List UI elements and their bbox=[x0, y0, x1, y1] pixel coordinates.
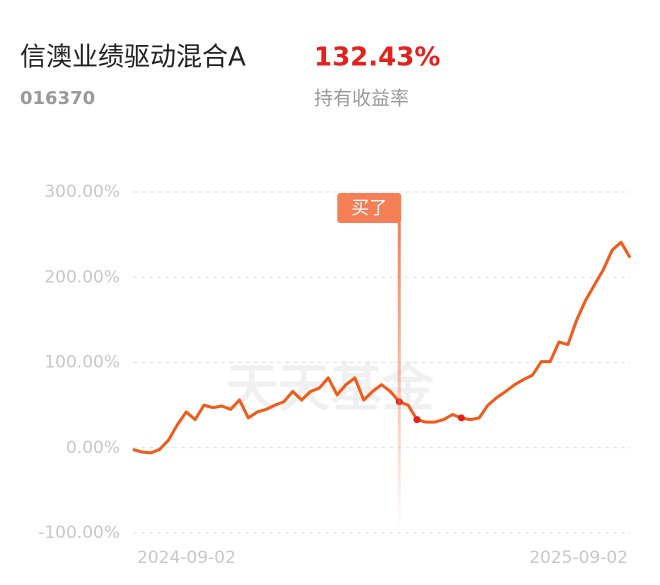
buy-label: 买了 bbox=[351, 198, 387, 219]
y-tick-label: 100.00% bbox=[44, 353, 120, 373]
buy-badge bbox=[337, 193, 402, 223]
trade-marker bbox=[413, 416, 421, 424]
y-tick-label: -100.00% bbox=[38, 523, 120, 543]
watermark: 天天基金 bbox=[226, 359, 435, 419]
x-tick-label: 2025-09-02 bbox=[529, 548, 628, 568]
return-label: 持有收益率 bbox=[314, 88, 409, 110]
trade-marker bbox=[457, 414, 465, 422]
y-tick-label: 0.00% bbox=[66, 438, 120, 458]
return-value: 132.43% bbox=[314, 43, 440, 73]
series-line bbox=[132, 240, 632, 455]
buy-line bbox=[397, 222, 401, 533]
fund-name: 信澳业绩驱动混合A bbox=[20, 43, 246, 73]
y-tick-label: 300.00% bbox=[44, 182, 120, 202]
y-tick-label: 200.00% bbox=[44, 267, 120, 287]
fund-code: 016370 bbox=[20, 88, 95, 109]
x-tick-label: 2024-09-02 bbox=[137, 548, 236, 568]
